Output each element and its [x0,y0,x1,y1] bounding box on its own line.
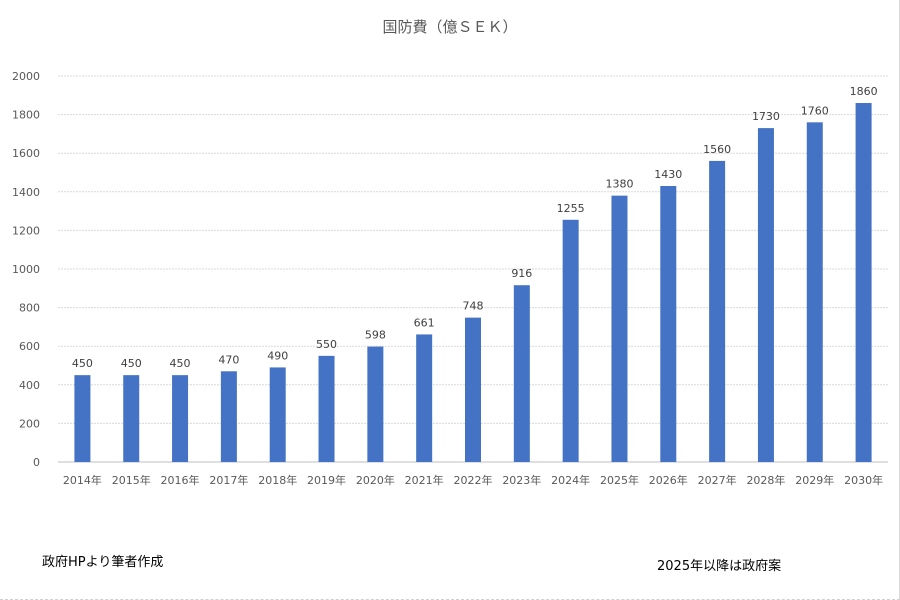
data-label: 1255 [557,202,585,215]
x-tick-label: 2028年 [746,473,785,487]
x-axis-ticks: 2014年 2015年 2016年 2017年 2018年 2019年 2020年 2021年… [63,473,883,487]
bar [465,317,481,462]
data-label: 450 [121,357,142,370]
data-label: 1380 [605,178,633,191]
data-label: 1560 [703,143,731,156]
y-tick-label: 1000 [12,263,40,276]
y-tick-label: 1800 [12,109,40,122]
x-tick-label: 2022年 [454,473,493,487]
bar [123,375,140,462]
x-tick-label: 2027年 [698,473,737,487]
x-tick-label: 2021年 [405,473,444,487]
data-label: 1730 [752,110,780,123]
y-tick-label: 200 [19,417,40,430]
y-tick-label: 1400 [12,186,40,199]
x-tick-label: 2019年 [307,473,346,487]
x-tick-label: 2020年 [356,473,395,487]
bar [416,334,433,462]
data-label: 490 [267,349,288,362]
y-tick-label: 600 [19,340,40,353]
bar [660,186,677,462]
data-label: 1430 [654,168,682,181]
x-tick-label: 2016年 [161,473,200,487]
data-label: 550 [316,338,337,351]
y-axis-ticks: 0 200 400 600 800 1000 1200 1400 1600 1800 2000 [12,70,40,469]
data-label: 450 [72,357,93,370]
y-tick-label: 2000 [12,70,40,83]
data-label: 1860 [850,85,878,98]
x-tick-label: 2029年 [795,473,834,487]
y-tick-label: 1600 [12,147,40,160]
gridlines [58,75,888,463]
data-label: 1760 [801,104,829,117]
data-label: 916 [511,267,532,280]
bar [513,285,530,462]
chart-title: 国防費（億ＳＥＫ） [382,18,518,36]
bar [367,346,384,462]
bar [318,355,335,462]
x-tick-label: 2025年 [600,473,639,487]
source-note: 政府HPより筆者作成 [42,555,164,570]
data-label: 661 [414,316,435,329]
plan-note: 2025年以降は政府案 [657,559,782,574]
bar [855,103,872,463]
bar [220,371,237,462]
bar [806,122,823,462]
data-label: 598 [365,329,386,342]
bar [757,128,774,463]
y-tick-label: 400 [19,379,40,392]
x-tick-label: 2014年 [63,473,102,487]
bar [269,367,286,462]
y-tick-label: 800 [19,302,40,315]
x-tick-label: 2018年 [258,473,297,487]
data-labels: 450 450 450 470 490 550 598 661 748 916 1255 1380 14… [72,85,878,370]
x-tick-label: 2015年 [112,473,151,487]
bar [709,160,726,463]
y-tick-label: 0 [33,456,40,469]
x-tick-label: 2024年 [551,473,590,487]
bar [172,375,189,462]
y-tick-label: 1200 [12,224,40,237]
data-label: 748 [463,300,484,313]
bar [611,195,628,462]
x-tick-label: 2030年 [844,473,883,487]
x-tick-label: 2026年 [649,473,688,487]
data-label: 470 [218,353,239,366]
bar [562,219,579,462]
bar [74,375,91,462]
bars [74,103,872,463]
x-tick-label: 2017年 [209,473,248,487]
x-tick-label: 2023年 [502,473,541,487]
data-label: 450 [170,357,191,370]
